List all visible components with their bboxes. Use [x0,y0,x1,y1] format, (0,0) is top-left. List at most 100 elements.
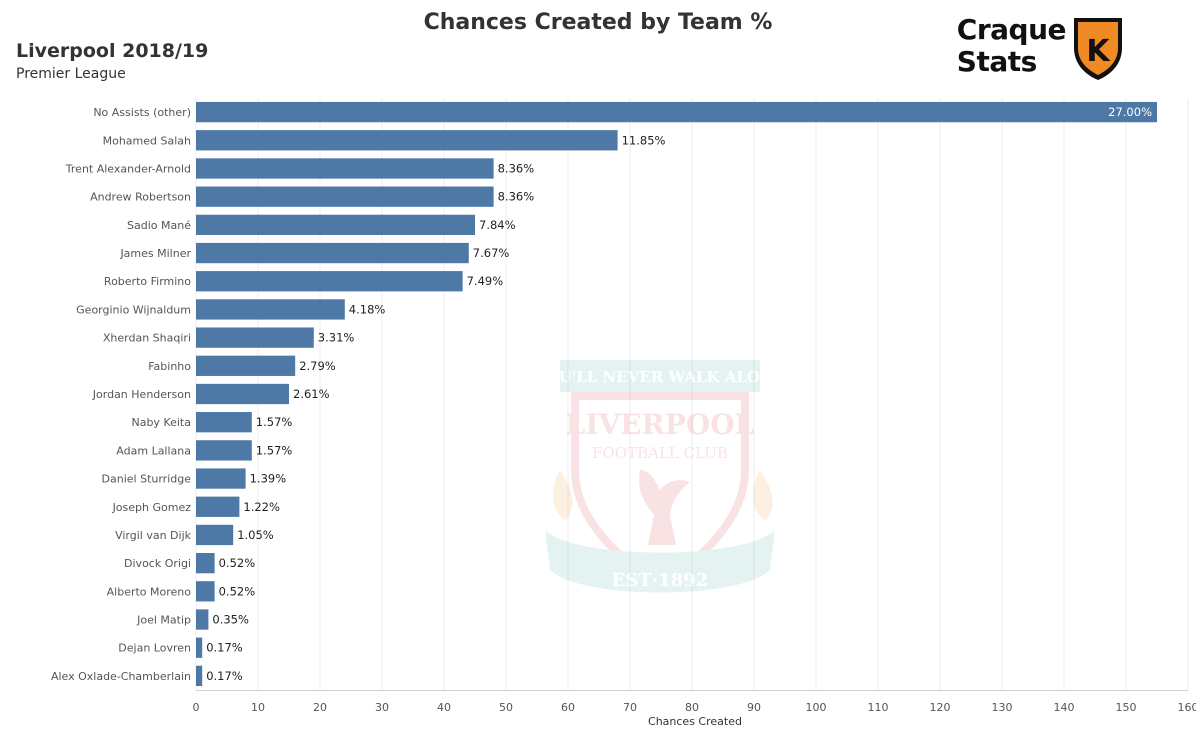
subtitle-block: Liverpool 2018/19 Premier League [16,40,208,82]
shield-letter: K [1086,34,1111,69]
bar [196,158,494,179]
x-axis-title: Chances Created [648,715,742,728]
bar [196,186,494,207]
x-tick-label: 110 [868,701,889,714]
category-label: No Assists (other) [93,106,191,119]
category-label: Roberto Firmino [104,275,191,288]
bar [196,524,234,546]
x-tick-label: 20 [313,701,327,714]
category-label: Mohamed Salah [103,134,191,147]
data-label: 8.36% [498,190,535,204]
category-label: Georginio Wijnaldum [76,303,191,316]
bar-series [196,101,1157,687]
bar [196,299,345,320]
bar [196,271,463,292]
data-label: 27.00% [1108,105,1152,119]
data-label: 0.52% [219,556,256,570]
bar [196,214,475,236]
x-tick-label: 70 [623,701,637,714]
data-label: 7.49% [467,274,504,288]
crest-motto: YOU'LL NEVER WALK ALONE [534,368,785,386]
category-label: Fabinho [148,360,191,373]
data-label: 8.36% [498,161,535,175]
category-label: Divock Origi [124,557,191,570]
category-label: Naby Keita [131,416,191,429]
data-label: 4.18% [349,302,386,316]
x-axis-ticks: 0 10 20 30 40 50 60 70 80 90 100 110 120 130 140 150 160 [193,701,1196,714]
bar [196,440,252,461]
category-label: Andrew Robertson [90,191,191,204]
bar [196,552,215,574]
bar [196,665,203,687]
x-tick-label: 100 [806,701,827,714]
category-label: James Milner [119,247,191,260]
x-tick-label: 50 [499,701,513,714]
category-label: Alex Oxlade-Chamberlain [51,670,191,683]
brand-line-1: Craque [956,13,1067,46]
category-label: Trent Alexander-Arnold [65,162,191,175]
data-label: 7.84% [479,218,516,232]
data-labels: 27.00% 11.85% 8.36% 8.36% 7.84% 7.67% 7.49% 4.1… [206,105,1152,683]
bar [196,130,618,151]
crest-est: EST·1892 [612,570,708,591]
x-tick-label: 150 [1116,701,1137,714]
team-season-title: Liverpool 2018/19 [16,40,209,62]
data-label: 0.17% [206,669,243,683]
shield-icon: K [1074,18,1122,80]
x-tick-label: 40 [437,701,451,714]
category-label: Dejan Lovren [118,642,191,655]
data-label: 0.17% [206,641,243,655]
x-tick-label: 60 [561,701,575,714]
x-tick-label: 0 [193,701,200,714]
brand-line-2: Stats [956,45,1038,78]
bar [196,242,469,264]
category-label: Jordan Henderson [92,388,191,401]
category-label: Xherdan Shaqiri [103,332,191,345]
crest-club-subtitle: FOOTBALL CLUB [592,444,728,462]
data-label: 1.05% [237,528,274,542]
data-label: 1.39% [250,472,287,486]
bar [196,609,209,630]
x-tick-label: 80 [685,701,699,714]
data-label: 1.22% [243,500,280,514]
crest-club-name: LIVERPOOL [566,408,755,441]
category-label: Joseph Gomez [112,501,192,514]
bar [196,581,215,602]
data-label: 7.67% [473,246,510,260]
bar [196,355,296,376]
data-label: 0.35% [212,613,249,627]
x-tick-label: 10 [251,701,265,714]
bar [196,101,1157,123]
club-crest-watermark: YOU'LL NEVER WALK ALONE LIVERPOOL FOOTBA… [534,360,785,593]
bar [196,637,203,658]
bar [196,468,246,489]
category-label: Daniel Sturridge [102,473,192,486]
x-tick-label: 130 [992,701,1013,714]
category-label: Joel Matip [136,614,191,627]
brand-wordmark: Craque Stats [956,13,1067,78]
chart-title: Chances Created by Team % [423,10,773,35]
category-label: Sadio Mané [127,219,191,232]
category-label: Adam Lallana [116,444,191,457]
data-label: 1.57% [256,443,293,457]
data-label: 3.31% [318,331,355,345]
x-tick-label: 120 [930,701,951,714]
competition-label: Premier League [16,66,126,82]
x-tick-label: 90 [747,701,761,714]
x-tick-label: 140 [1054,701,1075,714]
category-label: Virgil van Dijk [115,529,192,542]
bar [196,383,289,405]
x-tick-label: 30 [375,701,389,714]
data-label: 0.52% [219,584,256,598]
data-label: 2.79% [299,359,336,373]
bar [196,327,314,348]
data-label: 11.85% [622,133,666,147]
category-label: Alberto Moreno [107,585,192,598]
category-labels: No Assists (other) Mohamed Salah Trent Ale… [51,106,192,683]
bar [196,412,252,433]
bar [196,496,240,517]
data-label: 2.61% [293,387,330,401]
x-tick-label: 160 [1178,701,1196,714]
data-label: 1.57% [256,415,293,429]
